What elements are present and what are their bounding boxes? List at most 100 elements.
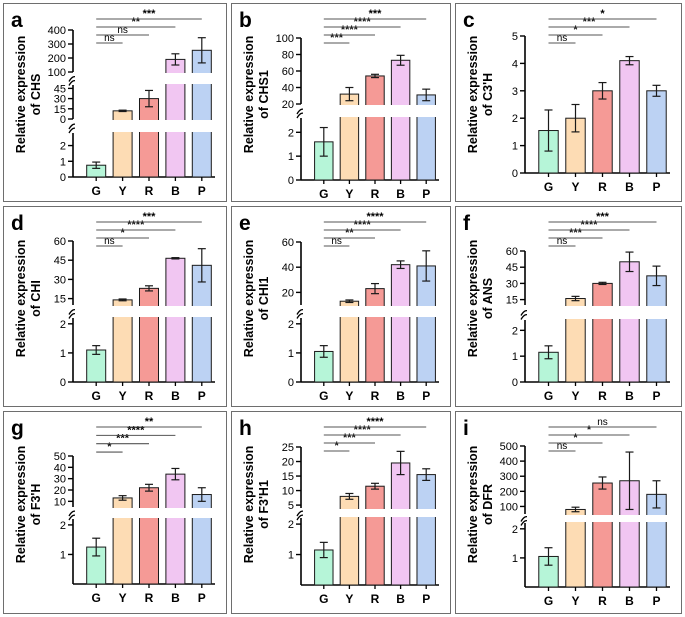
y-tick-label: 200 (500, 486, 518, 498)
panel-i: i Relative expressionof DFR 1 2 100 200 300 400… (455, 411, 682, 614)
x-tick-label: P (652, 594, 660, 608)
axis-break-gap (75, 306, 215, 317)
y-axis-label: Relative expressionof F3'H1 (242, 446, 271, 563)
x-tick-label: P (652, 389, 660, 403)
significance-label: ns (331, 236, 342, 247)
bar-R (365, 288, 385, 383)
bar-P (191, 264, 212, 383)
y-tick-label: 15 (54, 294, 66, 306)
x-tick-label: P (652, 180, 660, 194)
y-tick-label: 5 (288, 500, 294, 512)
y-axis-label-line: of CHI (29, 280, 43, 317)
significance-label: * (600, 8, 605, 20)
y-axis-label-line: of ANS (481, 278, 495, 319)
y-tick-label: 60 (282, 66, 294, 78)
y-tick-label: 5 (512, 31, 518, 43)
y-tick-label: 2 (512, 113, 518, 125)
y-axis-label-line: Relative expression (466, 36, 480, 153)
x-tick-label: B (171, 184, 180, 198)
y-tick-label: 20 (282, 287, 294, 299)
y-tick-label: 45 (506, 262, 518, 274)
panel-border (455, 411, 682, 614)
significance-label: **** (127, 424, 145, 436)
bar-R (592, 282, 613, 383)
bar-P (191, 494, 212, 585)
x-tick-label: G (319, 389, 328, 403)
y-tick-label: 0 (512, 168, 518, 180)
significance-label: ns (557, 236, 568, 247)
y-axis-label-line: Relative expression (14, 446, 28, 563)
x-tick-label: R (145, 591, 154, 605)
x-tick-label: P (422, 187, 430, 201)
y-tick-label: 2 (288, 319, 294, 331)
y-tick-label: 500 (500, 441, 518, 453)
y-tick-label: 40 (282, 83, 294, 95)
significance-label: ** (132, 16, 141, 28)
panel-letter: f (463, 212, 471, 235)
panel-border (455, 3, 682, 202)
y-tick-label: 1 (288, 348, 294, 360)
bar-B (619, 261, 640, 383)
y-tick-label: 200 (48, 53, 66, 65)
panel-border (231, 206, 451, 407)
y-tick-label: 2 (60, 141, 66, 153)
significance-label: ns (117, 25, 128, 36)
bar-R (365, 75, 385, 181)
y-tick-label: 4 (512, 58, 518, 70)
bar-B (390, 462, 411, 586)
significance-label: *** (369, 8, 383, 20)
y-axis-label: Relative expressionof F3'H (14, 446, 43, 563)
y-tick-label: 2 (512, 524, 518, 536)
y-tick-label: 1 (288, 151, 294, 163)
x-tick-label: Y (345, 187, 353, 201)
bar-P (416, 265, 436, 383)
panel-border (3, 3, 227, 202)
y-axis-label-line: Relative expression (242, 446, 256, 563)
x-tick-label: R (371, 187, 380, 201)
bar-B (165, 257, 186, 383)
y-tick-label: 1 (512, 141, 518, 153)
axis-break-gap (75, 120, 215, 132)
significance-label: ns (597, 417, 608, 428)
bar-R (138, 287, 160, 383)
significance-label: * (334, 440, 339, 452)
panel-f: f Relative expressionof ANS 0 1 2 15 30 45 60 G Y R… (455, 206, 682, 407)
x-tick-label: B (396, 187, 405, 201)
y-tick-label: 0 (288, 377, 294, 389)
y-axis-label-line: Relative expression (242, 36, 256, 153)
significance-label: **** (366, 211, 384, 223)
x-tick-label: Y (345, 592, 353, 606)
axis-break-gap (75, 508, 215, 518)
y-tick-label: 60 (506, 246, 518, 258)
y-tick-label: 100 (500, 501, 518, 513)
panel-letter: a (11, 9, 23, 32)
y-tick-label: 0 (288, 175, 294, 187)
significance-label: ns (104, 33, 115, 44)
axis-break-gap (75, 73, 215, 84)
y-tick-label: 80 (282, 50, 294, 62)
significance-label: *** (143, 8, 157, 20)
x-tick-label: G (544, 594, 553, 608)
y-axis-label-line: of CHI1 (257, 277, 271, 321)
y-axis-label-line: of F3'H (29, 484, 43, 526)
x-tick-label: P (198, 389, 206, 403)
bar-R (592, 90, 613, 174)
y-tick-label: 20 (282, 457, 294, 469)
y-tick-label: 100 (276, 33, 294, 45)
y-tick-label: 30 (54, 474, 66, 486)
panel-e: e Relative expressionof CHI1 0 1 2 20 40 60 G Y R B… (231, 206, 451, 407)
y-tick-label: 0 (60, 172, 66, 184)
x-tick-label: Y (345, 389, 353, 403)
axis-break-gap (303, 306, 439, 317)
x-tick-label: G (319, 592, 328, 606)
axis-break-gap (303, 105, 439, 117)
panel-border (3, 206, 227, 407)
y-axis-label-line: Relative expression (14, 240, 28, 357)
significance-label: * (107, 441, 112, 453)
y-tick-label: 2 (288, 127, 294, 139)
bar-R (365, 485, 385, 586)
significance-label: * (573, 432, 578, 444)
panel-c: c Relative expressionof C3'H 0 1 2 3 4 5 G Y R B Pns… (455, 3, 682, 202)
